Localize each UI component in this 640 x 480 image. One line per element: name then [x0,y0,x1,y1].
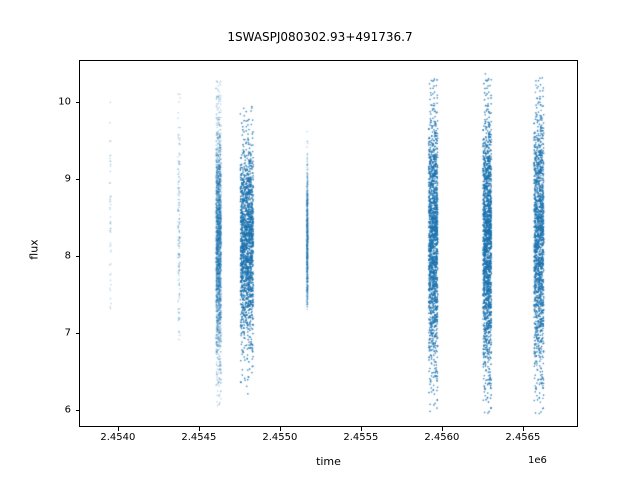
x-tick-mark [279,427,281,431]
y-tick-mark [75,410,79,412]
x-tick-label-2.4555: 2.4555 [343,432,379,443]
x-tick-label-2.4560: 2.4560 [424,432,460,443]
x-tick-mark [198,427,200,431]
x-tick-label-2.4565: 2.4565 [505,432,541,443]
y-tick-mark [75,256,79,258]
y-tick-mark [75,179,79,181]
y-tick-label-9: 9 [64,173,71,185]
y-tick-label-8: 8 [64,250,71,262]
x-tick-mark [441,427,443,431]
y-tick-label-6: 6 [64,404,71,416]
y-tick-label-10: 10 [58,96,71,108]
x-tick-mark [117,427,119,431]
x-tick-label-2.4545: 2.4545 [181,432,217,443]
x-axis-label: time [316,455,341,468]
x-tick-label-2.4540: 2.4540 [100,432,136,443]
y-tick-label-7: 7 [64,327,71,339]
y-axis-label: flux [27,239,41,260]
y-tick-mark [75,102,79,104]
plot-axes-area [79,60,578,427]
y-tick-mark [75,333,79,335]
page-title: 1SWASPJ080302.93+491736.7 [227,30,413,44]
x-tick-mark [360,427,362,431]
scatter-plot-canvas [80,61,577,426]
x-tick-mark [522,427,524,431]
x-axis-offset-label: 1e6 [528,455,547,466]
x-tick-label-2.4550: 2.4550 [262,432,298,443]
